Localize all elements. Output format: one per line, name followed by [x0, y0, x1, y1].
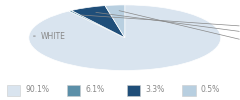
- Wedge shape: [71, 6, 125, 38]
- Wedge shape: [29, 5, 221, 70]
- Text: HISPANIC: HISPANIC: [96, 12, 240, 39]
- Text: 0.5%: 0.5%: [200, 86, 220, 94]
- Text: 6.1%: 6.1%: [85, 86, 104, 94]
- Text: BLACK: BLACK: [119, 11, 240, 48]
- Wedge shape: [105, 5, 125, 38]
- FancyBboxPatch shape: [127, 85, 140, 96]
- Text: WHITE: WHITE: [34, 32, 66, 41]
- Text: 3.3%: 3.3%: [145, 86, 164, 94]
- FancyBboxPatch shape: [7, 85, 20, 96]
- Wedge shape: [69, 10, 125, 38]
- FancyBboxPatch shape: [67, 85, 80, 96]
- FancyBboxPatch shape: [182, 85, 196, 96]
- Text: 90.1%: 90.1%: [25, 86, 49, 94]
- Text: ASIAN: ASIAN: [81, 15, 240, 32]
